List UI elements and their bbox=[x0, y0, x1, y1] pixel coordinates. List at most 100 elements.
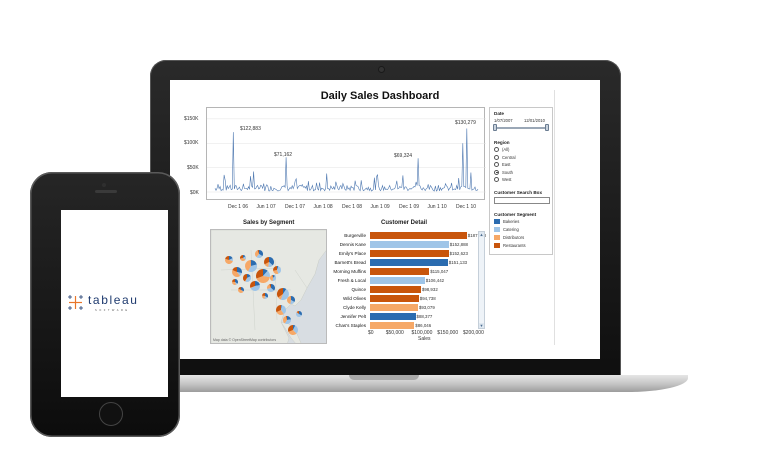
map-pie-slice bbox=[232, 267, 237, 272]
map-pie-slice bbox=[261, 295, 265, 299]
customer-sales-bar[interactable] bbox=[370, 322, 415, 329]
map-pie-slice bbox=[243, 274, 247, 282]
customer-name-label: Quince bbox=[351, 287, 366, 292]
date-slider-start-handle[interactable] bbox=[493, 124, 497, 131]
map-pie-slice bbox=[235, 279, 239, 284]
map-pie-slice bbox=[244, 278, 247, 282]
map-pie-slice bbox=[237, 272, 242, 276]
customer-sales-bar[interactable] bbox=[370, 304, 418, 311]
map-pie-slice bbox=[229, 256, 233, 260]
segment-swatch[interactable] bbox=[494, 235, 500, 240]
customer-name-label: Morning Muffins bbox=[333, 269, 366, 274]
annotation-peak-1: $122,883 bbox=[240, 126, 261, 132]
customer-sales-value: $98,932 bbox=[421, 287, 438, 292]
customer-name-label: Jennifer Pelt bbox=[340, 314, 366, 319]
region-filter-label: Region bbox=[494, 140, 510, 145]
segment-legend-label[interactable]: Restaurants bbox=[503, 243, 526, 248]
customer-x-tick: $50,000 bbox=[385, 330, 404, 336]
annotation-peak-2: $71,162 bbox=[274, 152, 293, 158]
customer-sales-bar[interactable] bbox=[370, 286, 421, 293]
customer-name-label: Wild Olives bbox=[343, 296, 366, 301]
segment-swatch[interactable] bbox=[494, 243, 500, 248]
filter-panel: Date 1/07/2007 12/01/2010 Region (All) Ce… bbox=[489, 107, 553, 255]
customer-sales-bar[interactable] bbox=[370, 268, 430, 275]
tableau-logo-icon bbox=[68, 295, 83, 310]
customer-detail-title: Customer Detail bbox=[381, 220, 428, 226]
customer-search-input[interactable] bbox=[494, 197, 550, 204]
map-pie-slice bbox=[265, 293, 268, 298]
scroll-up-icon[interactable]: ▲ bbox=[479, 232, 484, 237]
map-pie-slice bbox=[288, 325, 293, 332]
region-radio[interactable] bbox=[494, 154, 499, 160]
customer-scrollbar[interactable]: ▲ ▼ bbox=[478, 231, 485, 329]
map-pie-slice bbox=[231, 281, 237, 286]
segment-swatch[interactable] bbox=[494, 219, 500, 224]
phone-screen bbox=[61, 210, 168, 397]
map-pie-slice bbox=[299, 311, 303, 316]
x-tick-label: Dec 1 08 bbox=[342, 204, 363, 210]
tableau-logo-subtext: SOFTWARE bbox=[95, 309, 130, 312]
region-option-label[interactable]: East bbox=[502, 162, 511, 168]
map-pie-slice bbox=[296, 312, 299, 314]
map-pie-slice bbox=[273, 266, 277, 271]
map-pie-slice bbox=[269, 284, 271, 288]
customer-x-tick: $0 bbox=[368, 330, 374, 336]
region-radio[interactable] bbox=[494, 147, 499, 152]
segment-legend-label[interactable]: Catering bbox=[503, 227, 519, 232]
map-pie-slice bbox=[259, 250, 264, 257]
customer-sales-bar[interactable] bbox=[370, 277, 425, 284]
annotation-peak-3: $69,324 bbox=[394, 153, 413, 159]
map-svg bbox=[211, 230, 326, 343]
customer-name-label: Burgerville bbox=[344, 233, 366, 238]
map-pie-slice bbox=[257, 250, 259, 254]
map-pie-slice bbox=[256, 254, 263, 258]
map-pie-slice bbox=[286, 296, 291, 304]
segment-legend-label[interactable]: Bakeries bbox=[503, 219, 520, 224]
daily-sales-svg bbox=[207, 118, 486, 193]
date-slider-end-handle[interactable] bbox=[545, 124, 549, 131]
map-pie-slice bbox=[277, 288, 283, 298]
map-pie-slice bbox=[293, 325, 298, 334]
region-radio[interactable] bbox=[494, 169, 499, 175]
region-radio[interactable] bbox=[494, 162, 499, 167]
segment-swatch[interactable] bbox=[494, 227, 500, 232]
customer-sales-bar[interactable] bbox=[370, 241, 449, 248]
customer-sales-value: $106,442 bbox=[425, 278, 445, 283]
sales-map[interactable]: Map data © OpenStreetMap contributors bbox=[210, 229, 327, 344]
customer-sales-bar[interactable] bbox=[370, 250, 449, 257]
region-option-label[interactable]: South bbox=[502, 169, 513, 175]
customer-search-label: Customer Search Box bbox=[494, 190, 542, 195]
customer-sales-bar[interactable] bbox=[370, 259, 448, 266]
map-pie-slice bbox=[250, 281, 255, 288]
customer-sales-bar[interactable] bbox=[370, 232, 467, 239]
map-pie-slice bbox=[241, 287, 245, 292]
map-pie-slice bbox=[264, 262, 269, 267]
customer-sales-value: $94,738 bbox=[419, 296, 436, 301]
map-pie-slice bbox=[255, 269, 263, 279]
x-tick-label: Jun 1 07 bbox=[256, 204, 276, 210]
date-slider-track[interactable] bbox=[494, 127, 548, 129]
customer-sales-bar[interactable] bbox=[370, 295, 419, 302]
map-pie-slice bbox=[293, 325, 296, 330]
region-option-label[interactable]: (All) bbox=[502, 147, 510, 153]
daily-sales-chart[interactable] bbox=[206, 107, 486, 200]
map-pie-slice bbox=[267, 284, 271, 289]
region-option-label[interactable]: West bbox=[502, 177, 512, 183]
daily-sales-line bbox=[214, 128, 479, 192]
map-pie-slice bbox=[283, 288, 287, 294]
phone-home-button[interactable] bbox=[99, 402, 123, 426]
region-radio[interactable] bbox=[494, 177, 499, 182]
x-tick-label: Dec 1 06 bbox=[228, 204, 249, 210]
segment-legend-label[interactable]: Distributors bbox=[503, 235, 525, 240]
region-option-label[interactable]: Central bbox=[502, 154, 516, 160]
x-tick-label: Dec 1 10 bbox=[456, 204, 477, 210]
map-pie-slice bbox=[281, 305, 282, 310]
dashboard-title: Daily Sales Dashboard bbox=[320, 90, 440, 102]
customer-x-tick: $200,000 bbox=[463, 330, 484, 336]
map-pie-slice bbox=[291, 296, 296, 303]
map-pie-slice bbox=[290, 300, 295, 305]
x-tick-label: Jun 1 09 bbox=[370, 204, 390, 210]
map-pie-slice bbox=[232, 279, 235, 282]
customer-sales-bar[interactable] bbox=[370, 313, 416, 320]
scroll-down-icon[interactable]: ▼ bbox=[479, 323, 484, 328]
